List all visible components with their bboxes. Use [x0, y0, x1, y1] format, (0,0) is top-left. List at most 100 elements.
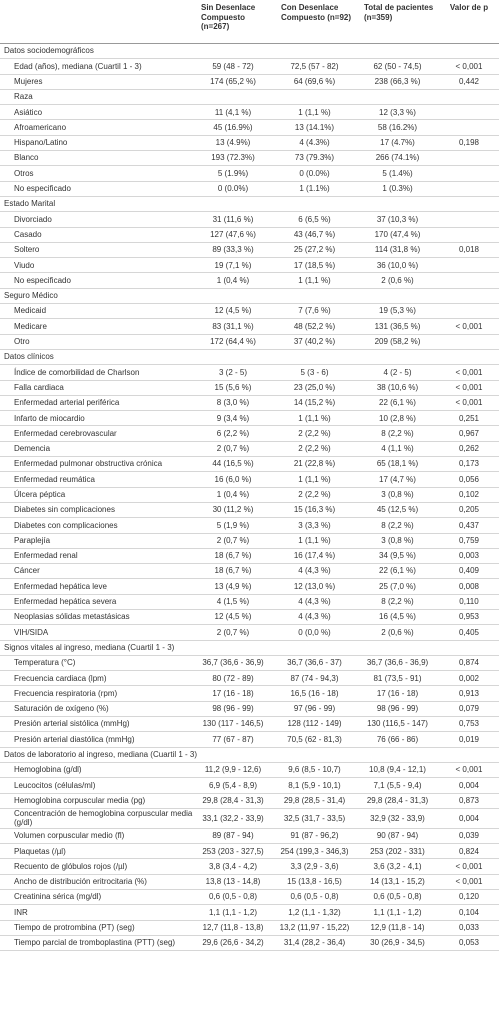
p-value: < 0,001 — [455, 61, 483, 71]
row-label: Neoplasias sólidas metastásicas — [14, 612, 130, 622]
section-row: Seguro Médico — [0, 289, 499, 305]
cell-value: 1,2 (1,1 - 1,32) — [288, 907, 341, 917]
cell-value: 11 (4,1 %) — [214, 107, 252, 117]
p-value: 0,198 — [458, 138, 480, 148]
cell-value: 37 (10,3 %) — [376, 214, 419, 224]
row-label: Enfermedad hepática severa — [14, 597, 117, 607]
cell-value: 1 (1,1 %) — [298, 107, 331, 117]
row-label: Diabetes con complicaciones — [14, 520, 118, 530]
data-row: No especificado 1 (0,4 %) 1 (1,1 %) 2 (0,6 … — [0, 273, 499, 289]
cell-value: 30 (11,2 %) — [212, 505, 254, 515]
data-row: Diabetes con complicaciones 5 (1,9 %) 3 (3… — [0, 518, 499, 534]
cell-value: 4 (1,1 %) — [381, 444, 414, 454]
cell-value: 98 (96 - 99) — [212, 704, 254, 714]
cell-value: 4 (4.3%) — [299, 138, 330, 148]
cell-value: 12,9 (11,8 - 14) — [370, 923, 425, 933]
p-value: < 0,001 — [455, 382, 483, 392]
row-label: Concentración de hemoglobina corpuscular… — [14, 808, 193, 828]
data-row: Asiático 11 (4,1 %) 1 (1,1 %) 12 (3,3 %) — [0, 105, 499, 121]
cell-value: 9,6 (8,5 - 10,7) — [288, 765, 341, 775]
cell-value: 59 (48 - 72) — [212, 61, 254, 71]
row-label: Enfermedad hepática leve — [14, 581, 107, 591]
cell-value: 0 (0,0 %) — [298, 627, 331, 637]
p-value: < 0,001 — [455, 861, 483, 871]
cell-value: 3 (0,8 %) — [381, 535, 414, 545]
data-row: Frecuencia respiratoria (rpm) 17 (16 - 18… — [0, 686, 499, 702]
section-title: Signos vitales al ingreso, mediana (Cuar… — [4, 642, 175, 652]
cell-value: 80 (72 - 89) — [212, 673, 254, 683]
cell-value: 5 (1,9 %) — [216, 520, 250, 530]
cell-value: 174 (65,2 %) — [210, 76, 256, 86]
section-title: Datos clínicos — [4, 352, 54, 362]
row-label: Tiempo de protrombina (PT) (seg) — [14, 923, 135, 933]
data-row: Ancho de distribución eritrocitaria (%) 1… — [0, 875, 499, 891]
cell-value: 209 (58,2 %) — [374, 337, 421, 347]
cell-value: 31,4 (28,2 - 36,4) — [283, 938, 346, 948]
cell-value: 1 (1,1 %) — [298, 474, 331, 484]
data-row: Creatinina sérica (mg/dl) 0,6 (0,5 - 0,8)… — [0, 890, 499, 906]
row-label: No especificado — [14, 184, 71, 194]
cell-value: 89 (87 - 94) — [212, 831, 254, 841]
row-label: Tiempo parcial de tromboplastina (PTT) (… — [14, 938, 176, 948]
row-label: Asiático — [14, 107, 43, 117]
p-value: 0,262 — [458, 444, 480, 454]
p-value: 0,004 — [458, 780, 480, 790]
cell-value: 90 (87 - 94) — [376, 831, 419, 841]
cell-value: 48 (52,2 %) — [293, 321, 336, 331]
cell-value: 3,6 (3,2 - 4,1) — [373, 861, 422, 871]
p-value: 0,874 — [458, 658, 480, 668]
data-row: Temperatura (°C) 36,7 (36,6 - 36,9) 36,7 (… — [0, 656, 499, 672]
data-row: Raza — [0, 90, 499, 106]
cell-value: 9 (3,4 %) — [216, 413, 250, 423]
row-label: Falla cardiaca — [14, 382, 64, 392]
cell-value: 4 (2 - 5) — [383, 367, 412, 377]
p-value: 0,205 — [458, 505, 480, 515]
cell-value: 253 (203 - 327,5) — [202, 846, 264, 856]
cell-value: 77 (67 - 87) — [212, 734, 254, 744]
data-row: Saturación de oxígeno (%) 98 (96 - 99) 97 … — [0, 702, 499, 718]
data-row: Cáncer 18 (6,7 %) 4 (4,3 %) 22 (6,1 %) 0,409 — [0, 564, 499, 580]
cell-value: 6 (2,2 %) — [216, 428, 250, 438]
cell-value: 130 (116,5 - 147) — [367, 719, 428, 729]
cell-value: 3 (0,8 %) — [381, 490, 414, 499]
cell-value: 38 (10,6 %) — [376, 382, 419, 392]
p-value: 0,102 — [458, 490, 480, 499]
cell-value: 1 (1,1 %) — [298, 275, 331, 285]
cell-value: 12 (4,5 %) — [214, 612, 252, 622]
cell-value: 4 (4,3 %) — [298, 597, 331, 607]
p-value: 0,002 — [458, 673, 480, 683]
data-row: Casado 127 (47,6 %) 43 (46,7 %) 170 (47,4 %… — [0, 228, 499, 243]
cell-value: 29,6 (26,6 - 34,2) — [202, 938, 264, 948]
cell-value: 266 (74.1%) — [375, 153, 420, 163]
row-label: VIH/SIDA — [14, 627, 49, 637]
cell-value: 1,1 (1,1 - 1,2) — [373, 907, 422, 917]
cell-value: 1 (0,4 %) — [216, 490, 250, 499]
p-value: 0,173 — [458, 459, 480, 469]
data-row: Medicaid 12 (4,5 %) 7 (7,6 %) 19 (5,3 %) — [0, 304, 499, 320]
header-cell: Con Desenlace Compuesto (n=92) — [281, 3, 352, 22]
cell-value: 15 (16,3 %) — [293, 505, 336, 515]
row-label: Mujeres — [14, 76, 43, 86]
p-value: 0,039 — [458, 831, 480, 841]
cell-value: 1 (0,4 %) — [216, 275, 250, 285]
cell-value: 3,3 (2,9 - 3,6) — [290, 861, 339, 871]
p-value: 0,967 — [458, 428, 480, 438]
row-label: Presión arterial sistólica (mmHg) — [14, 719, 130, 729]
data-row: Hemoglobina corpuscular media (pg) 29,8 (… — [0, 794, 499, 809]
row-label: Enfermedad cerebrovascular — [14, 428, 117, 438]
row-label: Afroamericano — [14, 122, 67, 132]
data-row: Paraplejía 2 (0,7 %) 1 (1,1 %) 3 (0,8 %) 0,7… — [0, 534, 499, 549]
cell-value: 3,8 (3,4 - 4,2) — [208, 861, 258, 871]
p-value: 0,056 — [458, 474, 480, 484]
cell-value: 58 (16.2%) — [377, 122, 418, 132]
data-row: Presión arterial diastólica (mmHg) 77 (67… — [0, 732, 499, 748]
cell-value: 62 (50 - 74,5) — [373, 61, 422, 71]
data-row: Frecuencia cardiaca (lpm) 80 (72 - 89) 87 … — [0, 671, 499, 687]
data-row: Blanco 193 (72.3%) 73 (79.3%) 266 (74.1%) — [0, 151, 499, 167]
data-row: Soltero 89 (33,3 %) 25 (27,2 %) 114 (31,8 %… — [0, 243, 499, 259]
header-cell: Total de pacientes (n=359) — [364, 3, 434, 22]
cell-value: 2 (0,7 %) — [216, 627, 250, 637]
cell-value: 72,5 (57 - 82) — [290, 61, 339, 71]
data-row: VIH/SIDA 2 (0,7 %) 0 (0,0 %) 2 (0,6 %) 0,405 — [0, 625, 499, 641]
